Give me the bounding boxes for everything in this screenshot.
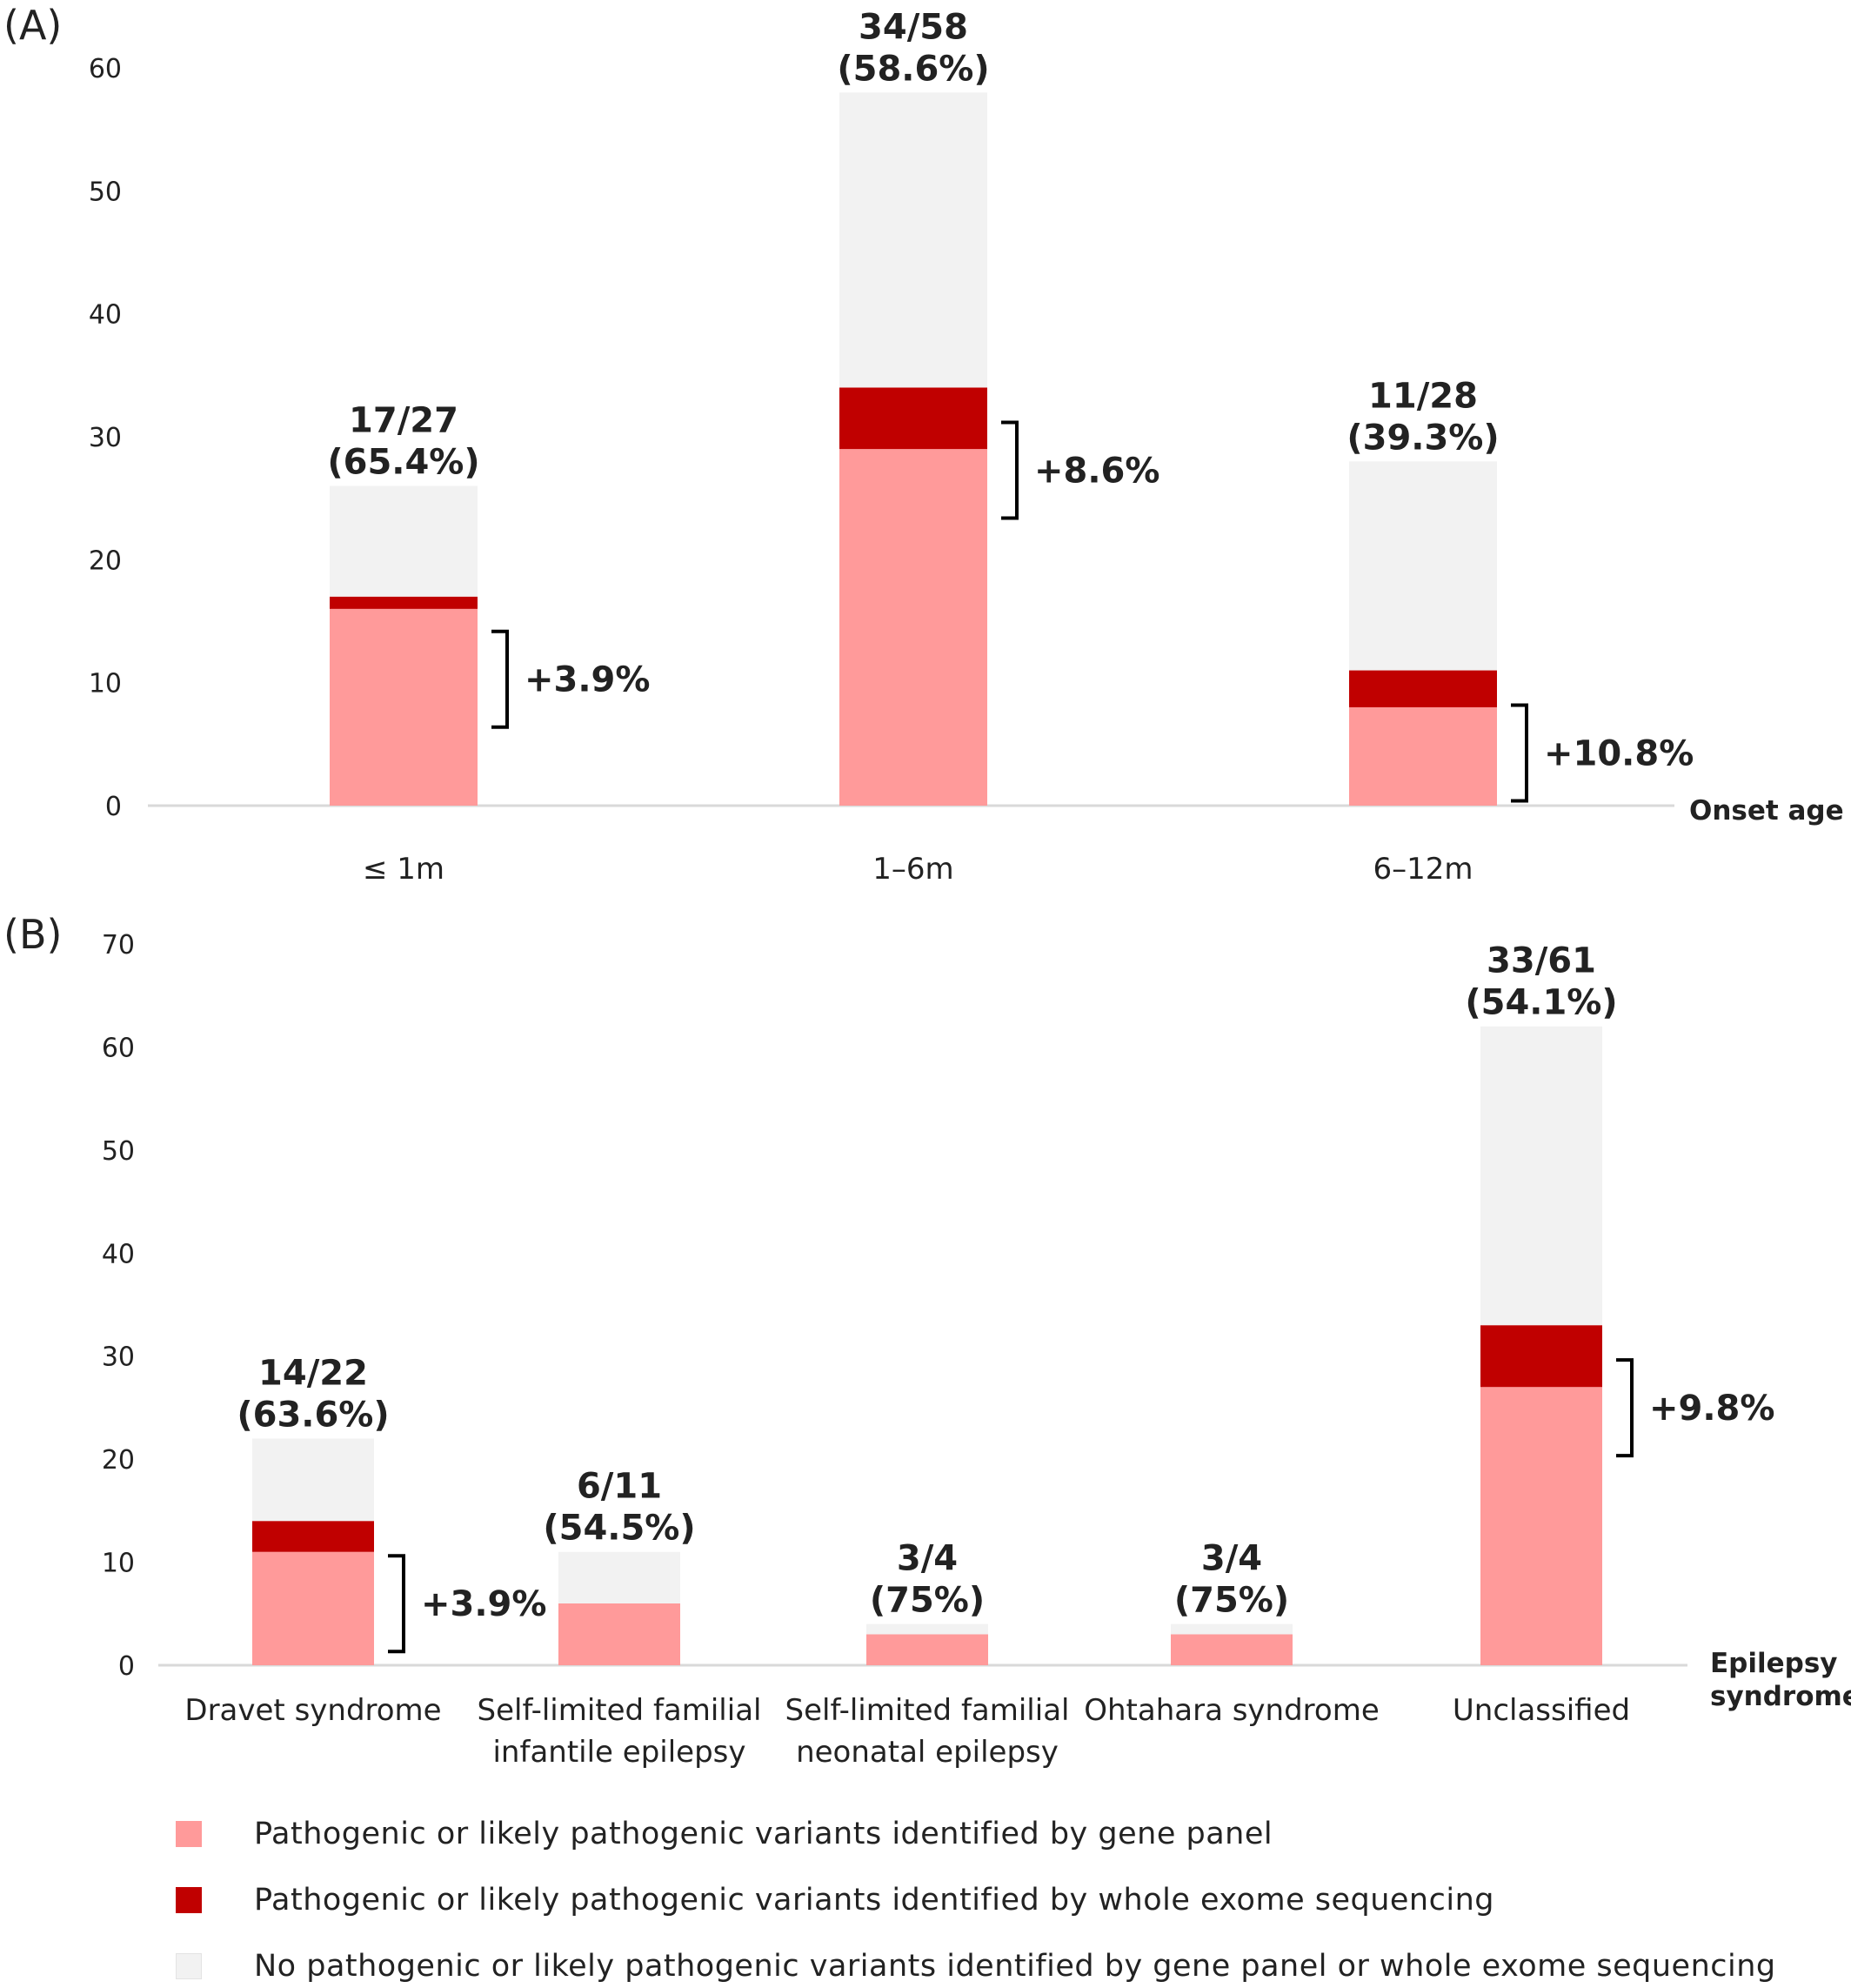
panel-label-a: (A) bbox=[3, 2, 62, 49]
legend-swatch-wes bbox=[176, 1887, 202, 1913]
bar-a-0-none bbox=[330, 485, 478, 597]
bar-b-1-panel bbox=[558, 1603, 680, 1665]
top-label-percent-b-1: (54.5%) bbox=[543, 1509, 695, 1549]
top-label-percent-b-4: (54.1%) bbox=[1465, 983, 1617, 1023]
bar-b-3-panel bbox=[1171, 1634, 1293, 1665]
ytick-label-b-60: 60 bbox=[102, 1033, 135, 1063]
category-label-b-2-1: neonatal epilepsy bbox=[796, 1735, 1059, 1770]
category-label-b-3-0: Ohtahara syndrome bbox=[1084, 1693, 1380, 1728]
bar-b-4-panel bbox=[1480, 1387, 1602, 1665]
ytick-label-b-10: 10 bbox=[102, 1549, 135, 1579]
bar-b-4-none bbox=[1480, 1026, 1602, 1326]
legend-item-wes: Pathogenic or likely pathogenic variants… bbox=[176, 1883, 1494, 1918]
ytick-label-a-20: 20 bbox=[89, 546, 122, 576]
bar-b-1-none bbox=[558, 1551, 680, 1603]
legend-item-panel: Pathogenic or likely pathogenic variants… bbox=[176, 1817, 1273, 1851]
ytick-label-b-0: 0 bbox=[118, 1651, 135, 1682]
category-label-b-1-0: Self-limited familial bbox=[478, 1693, 762, 1728]
ytick-label-b-30: 30 bbox=[102, 1342, 135, 1373]
bar-a-0-panel bbox=[330, 608, 478, 806]
increment-label-b-4: +9.8% bbox=[1649, 1389, 1774, 1429]
top-label-percent-a-2: (39.3%) bbox=[1346, 418, 1499, 458]
category-label-b-2-0: Self-limited familial bbox=[785, 1693, 1070, 1728]
legend-label-none: No pathogenic or likely pathogenic varia… bbox=[254, 1949, 1776, 1984]
top-label-fraction-b-3: 3/4 bbox=[1201, 1539, 1262, 1579]
panel-label-b: (B) bbox=[3, 911, 62, 958]
top-label-percent-b-0: (63.6%) bbox=[237, 1395, 389, 1435]
top-label-percent-a-1: (58.6%) bbox=[837, 49, 989, 89]
top-label-fraction-b-2: 3/4 bbox=[897, 1539, 958, 1579]
increment-label-b-0: +3.9% bbox=[421, 1584, 546, 1624]
ytick-label-a-60: 60 bbox=[89, 54, 122, 84]
top-label-percent-b-2: (75%) bbox=[870, 1581, 985, 1621]
ytick-label-a-0: 0 bbox=[105, 792, 122, 822]
bar-a-1-none bbox=[839, 92, 987, 388]
bar-b-0-none bbox=[252, 1438, 374, 1522]
bar-a-2-panel bbox=[1349, 706, 1497, 806]
x-axis-title-b-0: Epilepsy bbox=[1710, 1648, 1838, 1679]
increment-label-a-2: +10.8% bbox=[1544, 734, 1694, 774]
bar-a-1-wes bbox=[839, 387, 987, 450]
category-label-a-0-0: ≤ 1m bbox=[363, 852, 444, 887]
ytick-label-a-30: 30 bbox=[89, 423, 122, 453]
bracket-a-1 bbox=[1001, 420, 1019, 520]
x-axis-title-a-0: Onset age bbox=[1689, 795, 1844, 827]
category-label-b-0-0: Dravet syndrome bbox=[184, 1693, 441, 1728]
legend-swatch-none bbox=[176, 1953, 202, 1979]
top-label-fraction-b-4: 33/61 bbox=[1487, 941, 1596, 981]
ytick-label-a-10: 10 bbox=[89, 669, 122, 699]
bracket-a-0 bbox=[491, 629, 509, 729]
bar-b-4-wes bbox=[1480, 1325, 1602, 1388]
bar-a-0-wes bbox=[330, 596, 478, 609]
bar-a-2-none bbox=[1349, 461, 1497, 671]
bar-a-1-panel bbox=[839, 449, 987, 806]
ytick-label-b-50: 50 bbox=[102, 1136, 135, 1167]
top-label-fraction-b-1: 6/11 bbox=[577, 1467, 662, 1507]
ytick-label-a-50: 50 bbox=[89, 177, 122, 207]
top-label-percent-a-0: (65.4%) bbox=[327, 443, 479, 483]
bar-b-3-none bbox=[1171, 1623, 1293, 1635]
bracket-a-2 bbox=[1511, 703, 1528, 803]
increment-label-a-1: +8.6% bbox=[1034, 451, 1159, 491]
category-label-b-1-1: infantile epilepsy bbox=[492, 1735, 745, 1770]
category-label-a-1-0: 1–6m bbox=[872, 852, 953, 887]
ytick-label-b-70: 70 bbox=[102, 930, 135, 961]
bar-b-2-panel bbox=[866, 1634, 988, 1665]
bracket-b-4 bbox=[1616, 1358, 1634, 1458]
bracket-b-0 bbox=[388, 1554, 405, 1654]
legend-label-panel: Pathogenic or likely pathogenic variants… bbox=[254, 1817, 1273, 1851]
legend-label-wes: Pathogenic or likely pathogenic variants… bbox=[254, 1883, 1494, 1918]
top-label-percent-b-3: (75%) bbox=[1174, 1581, 1289, 1621]
ytick-label-a-40: 40 bbox=[89, 300, 122, 331]
x-axis-title-b-1: syndrome bbox=[1710, 1681, 1851, 1712]
bar-b-2-none bbox=[866, 1623, 988, 1635]
category-label-a-2-0: 6–12m bbox=[1373, 852, 1473, 887]
top-label-fraction-a-2: 11/28 bbox=[1368, 376, 1478, 416]
top-label-fraction-b-0: 14/22 bbox=[258, 1353, 368, 1393]
legend-item-none: No pathogenic or likely pathogenic varia… bbox=[176, 1949, 1776, 1984]
bar-b-0-panel bbox=[252, 1551, 374, 1665]
ytick-label-b-20: 20 bbox=[102, 1445, 135, 1476]
bar-a-2-wes bbox=[1349, 670, 1497, 707]
ytick-label-b-40: 40 bbox=[102, 1239, 135, 1269]
increment-label-a-0: +3.9% bbox=[525, 660, 650, 700]
category-label-b-4-0: Unclassified bbox=[1453, 1693, 1630, 1728]
top-label-fraction-a-1: 34/58 bbox=[859, 7, 968, 47]
top-label-fraction-a-0: 17/27 bbox=[349, 401, 458, 441]
bar-b-0-wes bbox=[252, 1521, 374, 1552]
legend-swatch-panel bbox=[176, 1821, 202, 1847]
